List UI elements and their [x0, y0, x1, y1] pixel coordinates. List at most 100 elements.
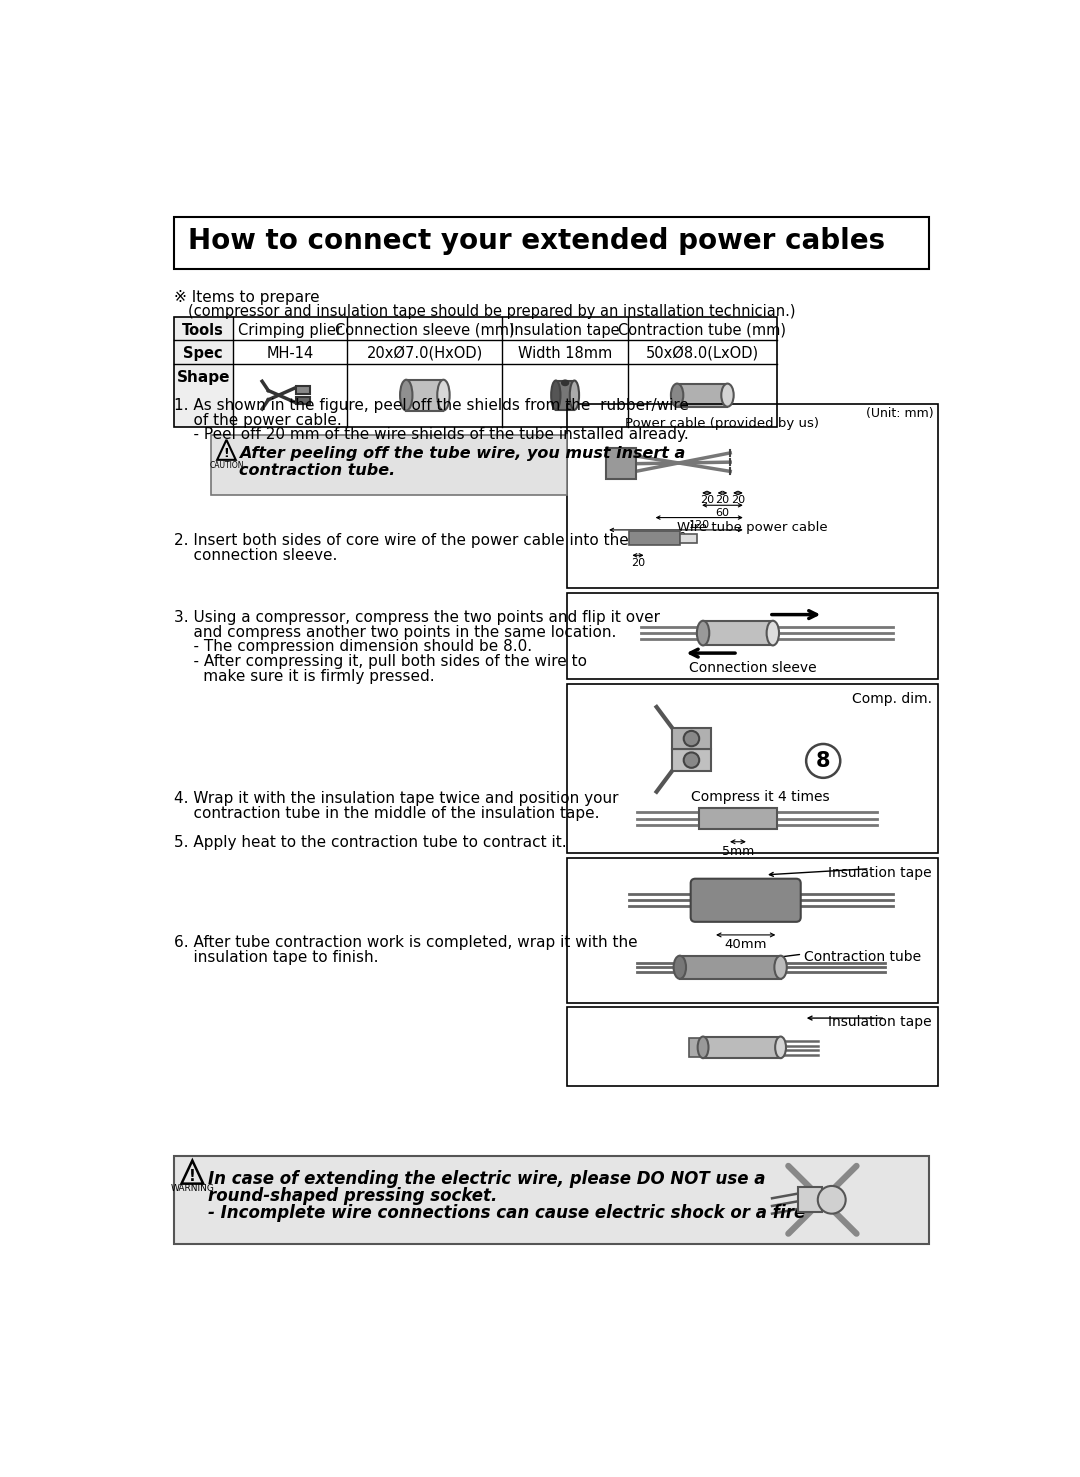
- Text: 3. Using a compressor, compress the two points and flip it over: 3. Using a compressor, compress the two …: [174, 610, 660, 625]
- Text: 5. Apply heat to the contraction tube to contract it.: 5. Apply heat to the contraction tube to…: [174, 835, 566, 849]
- Text: Tools: Tools: [183, 323, 225, 338]
- Bar: [567, 858, 937, 1003]
- Circle shape: [684, 752, 699, 768]
- Ellipse shape: [562, 380, 568, 385]
- Text: contraction tube.: contraction tube.: [239, 462, 395, 479]
- Text: Comp. dim.: Comp. dim.: [852, 691, 932, 706]
- Text: Spec: Spec: [184, 346, 222, 360]
- Text: 6. After tube contraction work is completed, wrap it with the: 6. After tube contraction work is comple…: [174, 935, 637, 950]
- Text: - Incomplete wire connections can cause electric shock or a fire: - Incomplete wire connections can cause …: [207, 1204, 805, 1221]
- Text: !: !: [224, 446, 229, 459]
- Bar: [174, 1156, 930, 1244]
- FancyBboxPatch shape: [691, 879, 800, 922]
- Bar: [798, 1188, 823, 1213]
- Text: 20: 20: [731, 495, 745, 505]
- Text: In case of extending the electric wire, please DO NOT use a: In case of extending the electric wire, …: [207, 1170, 766, 1188]
- Text: ※ Items to prepare: ※ Items to prepare: [174, 291, 320, 306]
- Text: 1. As shown in the figure, peel off the shields from the  rubber/wire: 1. As shown in the figure, peel off the …: [174, 399, 689, 414]
- Circle shape: [818, 1186, 846, 1214]
- Bar: [672, 728, 711, 749]
- Text: (Unit: mm): (Unit: mm): [866, 408, 933, 421]
- Text: Contraction tube: Contraction tube: [804, 950, 921, 964]
- Text: MH-14: MH-14: [267, 346, 313, 360]
- Bar: [672, 749, 711, 771]
- Bar: [703, 620, 773, 645]
- Bar: [211, 436, 567, 495]
- Text: 50xØ8.0(LxOD): 50xØ8.0(LxOD): [646, 346, 759, 360]
- Text: 120: 120: [689, 520, 710, 530]
- Text: Contraction tube (mm): Contraction tube (mm): [619, 323, 786, 338]
- Bar: [174, 318, 232, 427]
- Bar: [689, 1038, 703, 1056]
- Text: CAUTION: CAUTION: [210, 461, 244, 470]
- Ellipse shape: [721, 384, 733, 406]
- Ellipse shape: [551, 381, 561, 409]
- Bar: [699, 808, 777, 830]
- Text: WARNING: WARNING: [171, 1185, 214, 1193]
- Ellipse shape: [698, 1037, 708, 1058]
- Text: Shape: Shape: [176, 369, 230, 384]
- Circle shape: [684, 731, 699, 746]
- Text: Power cable (provided by us): Power cable (provided by us): [625, 418, 820, 430]
- Bar: [567, 684, 937, 854]
- Bar: [677, 384, 728, 406]
- Text: !: !: [189, 1168, 195, 1185]
- Text: Connection sleeve (mm): Connection sleeve (mm): [335, 323, 515, 338]
- Text: 4. Wrap it with the insulation tape twice and position your: 4. Wrap it with the insulation tape twic…: [174, 790, 618, 806]
- Text: 20: 20: [631, 558, 645, 569]
- Text: Width 18mm: Width 18mm: [518, 346, 612, 360]
- Text: Compress it 4 times: Compress it 4 times: [691, 790, 829, 803]
- Text: of the power cable.: of the power cable.: [174, 414, 341, 428]
- Bar: [174, 217, 930, 269]
- Text: connection sleeve.: connection sleeve.: [174, 548, 337, 563]
- Text: Wire tube power cable: Wire tube power cable: [677, 521, 828, 533]
- Text: insulation tape to finish.: insulation tape to finish.: [174, 950, 378, 964]
- Ellipse shape: [400, 380, 413, 411]
- Ellipse shape: [775, 1037, 786, 1058]
- Bar: [679, 533, 697, 544]
- Text: - Peel off 20 mm of the wire shields of the tube installed already.: - Peel off 20 mm of the wire shields of …: [174, 427, 689, 443]
- Bar: [174, 318, 777, 427]
- Text: Insulation tape: Insulation tape: [511, 323, 620, 338]
- Bar: [567, 594, 937, 679]
- Bar: [556, 381, 575, 409]
- Text: Crimping plier: Crimping plier: [238, 323, 342, 338]
- Text: and compress another two points in the same location.: and compress another two points in the s…: [174, 625, 616, 640]
- Text: 20: 20: [700, 495, 714, 505]
- Ellipse shape: [570, 381, 579, 409]
- Text: Insulation tape: Insulation tape: [828, 866, 932, 880]
- Text: 180: 180: [665, 532, 687, 542]
- Text: round-shaped pressing socket.: round-shaped pressing socket.: [207, 1186, 497, 1205]
- Text: 60: 60: [715, 508, 729, 517]
- Ellipse shape: [767, 620, 779, 645]
- Bar: [296, 397, 310, 405]
- Ellipse shape: [774, 956, 786, 979]
- Bar: [296, 385, 310, 393]
- Bar: [567, 403, 937, 588]
- Text: make sure it is firmly pressed.: make sure it is firmly pressed.: [174, 669, 434, 684]
- Text: Insulation tape: Insulation tape: [828, 1015, 932, 1029]
- Bar: [703, 1037, 781, 1058]
- Text: 2. Insert both sides of core wire of the power cable into the: 2. Insert both sides of core wire of the…: [174, 533, 629, 548]
- Text: 20xØ7.0(HxOD): 20xØ7.0(HxOD): [367, 346, 483, 360]
- Text: After peeling off the tube wire, you must insert a: After peeling off the tube wire, you mus…: [239, 446, 685, 461]
- Text: 8: 8: [816, 750, 831, 771]
- Text: 20: 20: [715, 495, 729, 505]
- Bar: [567, 1007, 937, 1086]
- Text: (compressor and insulation tape should be prepared by an installation technician: (compressor and insulation tape should b…: [188, 304, 795, 319]
- Bar: [406, 380, 444, 411]
- Bar: [630, 532, 679, 545]
- Ellipse shape: [697, 620, 710, 645]
- Text: - After compressing it, pull both sides of the wire to: - After compressing it, pull both sides …: [174, 654, 586, 669]
- Text: 5mm: 5mm: [721, 845, 754, 858]
- Text: - The compression dimension should be 8.0.: - The compression dimension should be 8.…: [174, 640, 531, 654]
- Ellipse shape: [437, 380, 449, 411]
- Ellipse shape: [674, 956, 686, 979]
- Text: Connection sleeve: Connection sleeve: [689, 660, 816, 675]
- Bar: [606, 449, 636, 479]
- Text: 40mm: 40mm: [725, 938, 767, 951]
- Text: contraction tube in the middle of the insulation tape.: contraction tube in the middle of the in…: [174, 805, 599, 821]
- Text: How to connect your extended power cables: How to connect your extended power cable…: [188, 227, 885, 256]
- Ellipse shape: [671, 384, 684, 406]
- Bar: [679, 956, 781, 979]
